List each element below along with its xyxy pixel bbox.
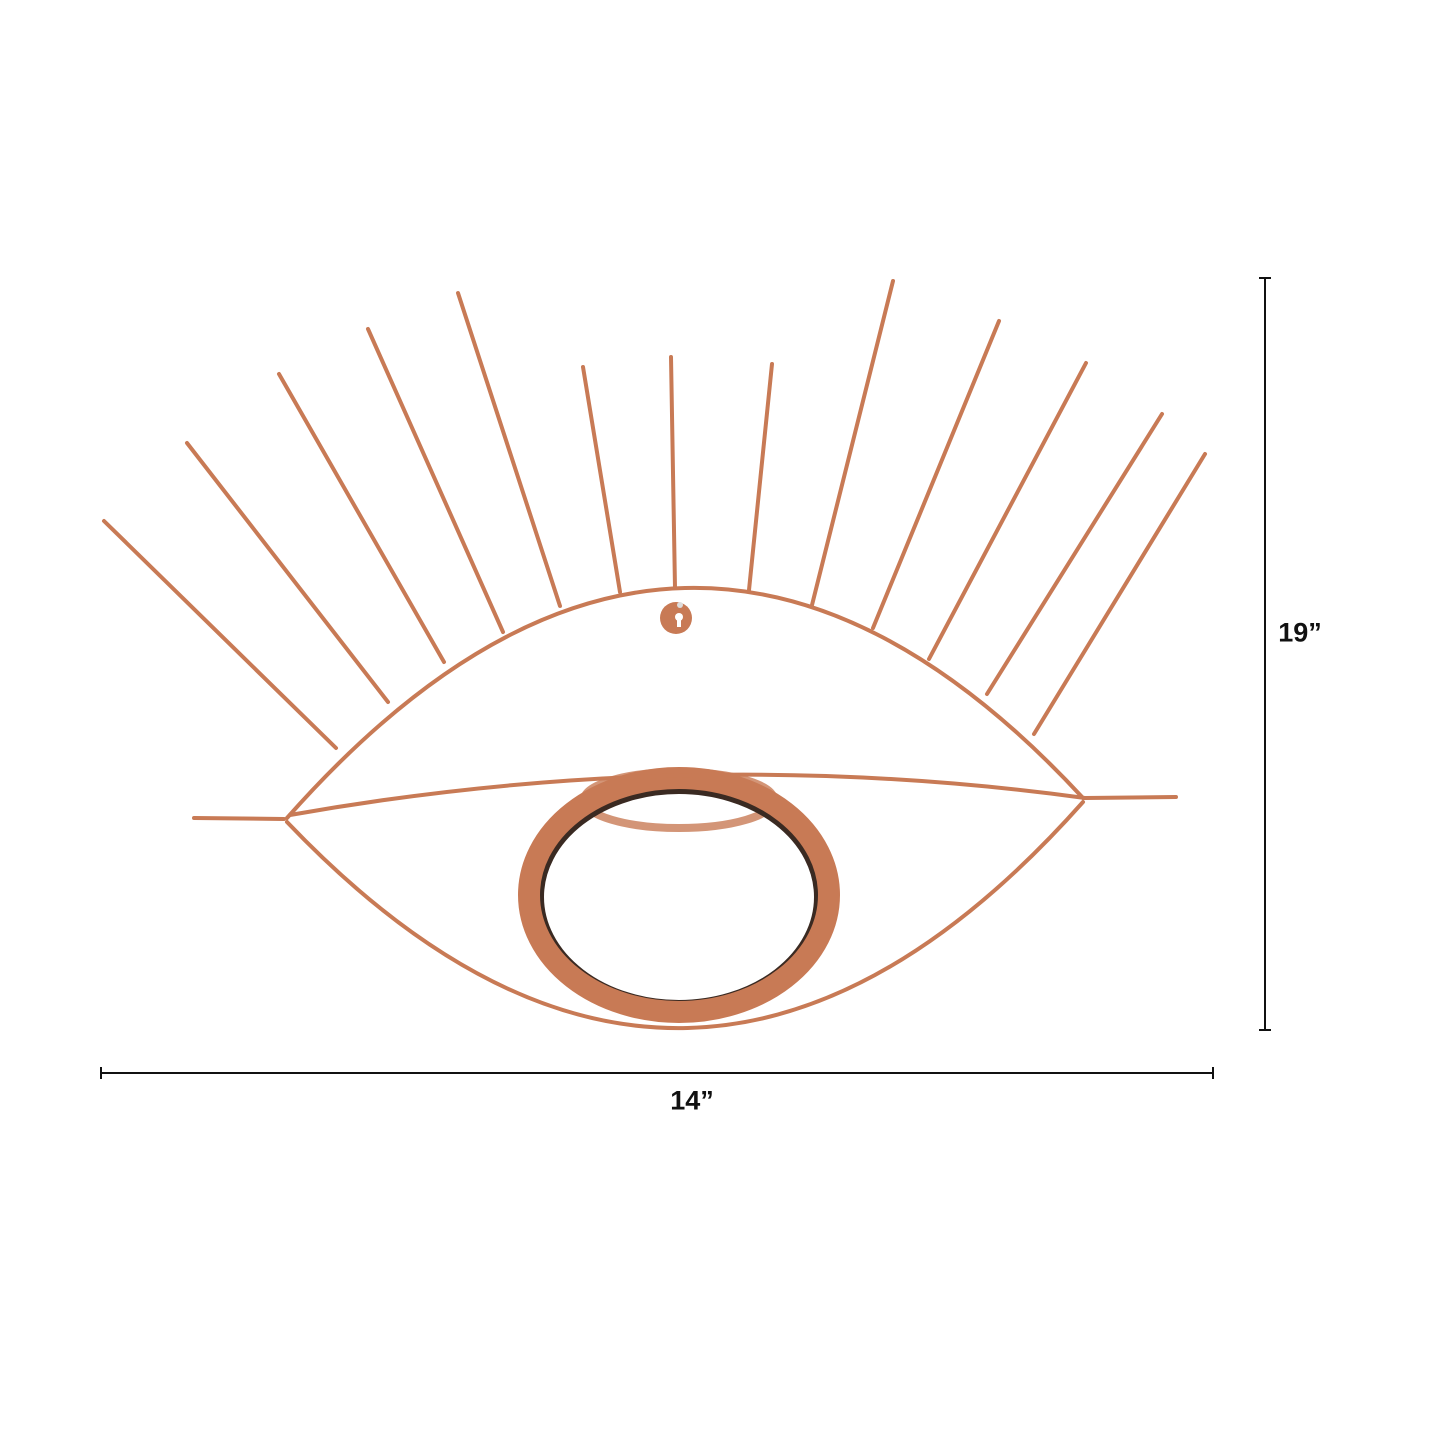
- eyelash-rod: [1032, 452, 1207, 736]
- eyelash-rod: [810, 279, 895, 607]
- height-label: 19”: [1278, 617, 1322, 648]
- width-label: 14”: [670, 1085, 714, 1116]
- lash-line-right-end: [1083, 795, 1178, 800]
- eyelash-rod: [456, 291, 562, 608]
- keyhole-hanger: [660, 602, 692, 634]
- lash-line-rod: [288, 772, 1087, 817]
- dimension-lines: [100, 277, 1271, 1079]
- eyelash-rod: [747, 362, 774, 592]
- eyelash-rod: [985, 412, 1164, 696]
- eyelash-rod: [669, 355, 677, 590]
- eyelash-rod: [927, 361, 1088, 661]
- upper-eyelid-arc: [285, 585, 1085, 820]
- eyelash-rods: [102, 279, 1207, 750]
- lower-eyelid-arc: [285, 800, 1085, 1031]
- mirror-ring: [518, 767, 840, 1023]
- eyelash-rod: [871, 319, 1001, 630]
- eyelash-rod: [185, 441, 390, 704]
- eyelash-rod: [277, 372, 446, 664]
- eyelash-rod: [581, 365, 622, 594]
- lash-line-left-end: [192, 816, 286, 821]
- eyelash-rod: [102, 519, 338, 750]
- eyelash-rod: [366, 327, 505, 634]
